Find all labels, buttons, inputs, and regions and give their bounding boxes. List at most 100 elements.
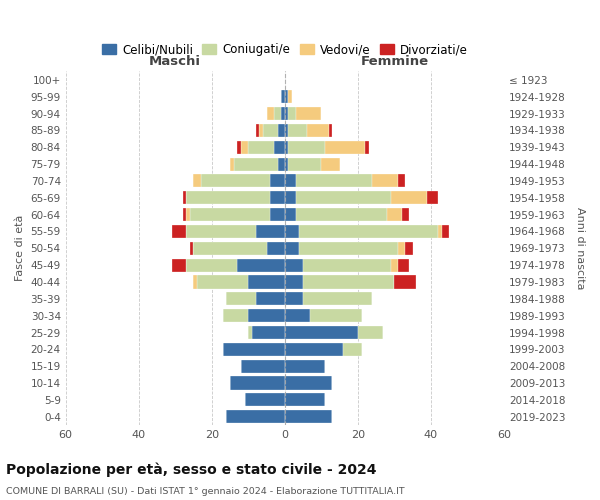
- Bar: [193, 242, 266, 255]
- Bar: [285, 292, 303, 306]
- Bar: [281, 107, 285, 120]
- Bar: [226, 410, 285, 424]
- Bar: [289, 124, 307, 137]
- Bar: [401, 208, 409, 221]
- Bar: [285, 208, 296, 221]
- Bar: [285, 410, 332, 424]
- Bar: [278, 158, 285, 170]
- Bar: [263, 124, 278, 137]
- Bar: [406, 242, 413, 255]
- Bar: [387, 208, 401, 221]
- Bar: [182, 191, 186, 204]
- Bar: [329, 124, 332, 137]
- Bar: [256, 292, 285, 306]
- Legend: Celibi/Nubili, Coniugati/e, Vedovi/e, Divorziati/e: Celibi/Nubili, Coniugati/e, Vedovi/e, Di…: [97, 38, 473, 61]
- Bar: [281, 90, 285, 104]
- Bar: [270, 191, 285, 204]
- Bar: [274, 140, 285, 154]
- Y-axis label: Anni di nascita: Anni di nascita: [575, 207, 585, 290]
- Bar: [391, 191, 427, 204]
- Bar: [296, 191, 391, 204]
- Bar: [285, 326, 358, 339]
- Bar: [241, 360, 285, 373]
- Bar: [186, 208, 190, 221]
- Bar: [398, 174, 406, 188]
- Bar: [182, 208, 186, 221]
- Bar: [303, 292, 373, 306]
- Bar: [270, 208, 285, 221]
- Bar: [186, 225, 256, 238]
- Bar: [193, 174, 201, 188]
- Bar: [442, 225, 449, 238]
- Bar: [285, 394, 325, 406]
- Bar: [245, 394, 285, 406]
- Bar: [285, 90, 289, 104]
- Bar: [296, 208, 387, 221]
- Bar: [365, 140, 369, 154]
- Bar: [223, 343, 285, 356]
- Bar: [285, 343, 343, 356]
- Bar: [226, 292, 256, 306]
- Bar: [252, 326, 285, 339]
- Bar: [285, 140, 289, 154]
- Bar: [299, 225, 438, 238]
- Bar: [270, 174, 285, 188]
- Bar: [248, 276, 285, 288]
- Bar: [238, 258, 285, 272]
- Bar: [256, 225, 285, 238]
- Text: COMUNE DI BARRALI (SU) - Dati ISTAT 1° gennaio 2024 - Elaborazione TUTTITALIA.IT: COMUNE DI BARRALI (SU) - Dati ISTAT 1° g…: [6, 488, 404, 496]
- Bar: [285, 242, 299, 255]
- Bar: [358, 326, 383, 339]
- Bar: [427, 191, 438, 204]
- Bar: [285, 174, 296, 188]
- Bar: [256, 124, 259, 137]
- Bar: [172, 225, 186, 238]
- Bar: [285, 107, 289, 120]
- Bar: [303, 258, 391, 272]
- Bar: [310, 309, 362, 322]
- Bar: [285, 360, 325, 373]
- Bar: [285, 309, 310, 322]
- Bar: [289, 107, 296, 120]
- Bar: [278, 124, 285, 137]
- Bar: [325, 140, 365, 154]
- Bar: [398, 242, 406, 255]
- Bar: [241, 140, 248, 154]
- Bar: [285, 124, 289, 137]
- Bar: [296, 107, 322, 120]
- Bar: [223, 309, 248, 322]
- Bar: [322, 158, 340, 170]
- Bar: [248, 326, 252, 339]
- Bar: [266, 107, 274, 120]
- Text: Popolazione per età, sesso e stato civile - 2024: Popolazione per età, sesso e stato civil…: [6, 462, 377, 477]
- Bar: [233, 158, 278, 170]
- Bar: [197, 276, 248, 288]
- Bar: [343, 343, 362, 356]
- Y-axis label: Fasce di età: Fasce di età: [15, 215, 25, 282]
- Bar: [296, 174, 373, 188]
- Bar: [248, 309, 285, 322]
- Bar: [230, 376, 285, 390]
- Bar: [259, 124, 263, 137]
- Bar: [307, 124, 329, 137]
- Bar: [289, 140, 325, 154]
- Bar: [394, 276, 416, 288]
- Bar: [299, 242, 398, 255]
- Bar: [193, 276, 197, 288]
- Bar: [190, 242, 193, 255]
- Bar: [285, 376, 332, 390]
- Bar: [391, 258, 398, 272]
- Bar: [438, 225, 442, 238]
- Bar: [285, 225, 299, 238]
- Bar: [190, 208, 270, 221]
- Bar: [186, 258, 238, 272]
- Bar: [289, 90, 292, 104]
- Bar: [172, 258, 186, 272]
- Bar: [289, 158, 322, 170]
- Bar: [285, 158, 289, 170]
- Bar: [201, 174, 270, 188]
- Bar: [248, 140, 274, 154]
- Bar: [266, 242, 285, 255]
- Bar: [285, 276, 303, 288]
- Bar: [303, 276, 394, 288]
